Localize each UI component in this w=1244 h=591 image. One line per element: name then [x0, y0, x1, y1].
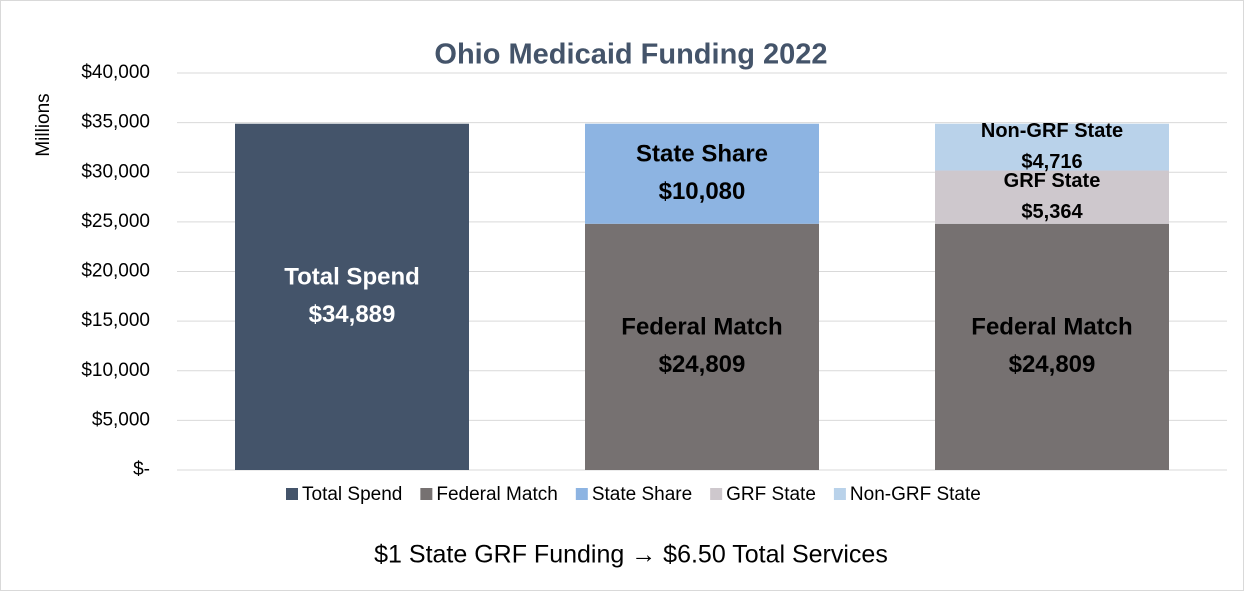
chart-title: Ohio Medicaid Funding 2022 — [434, 39, 827, 71]
data-label-name: Federal Match — [971, 314, 1132, 341]
y-tick-label: $30,000 — [81, 161, 150, 182]
data-label: $4,716 — [1021, 151, 1082, 173]
legend-label: GRF State — [726, 484, 816, 505]
data-label: $24,809 — [659, 351, 746, 378]
data-label: $24,809 — [1009, 351, 1096, 378]
data-label: $34,889 — [309, 301, 396, 328]
data-label: $5,364 — [1021, 201, 1083, 223]
bar-segment — [235, 123, 469, 470]
y-tick-label: $10,000 — [81, 360, 150, 381]
bar-segment — [585, 123, 819, 224]
legend-swatch — [710, 488, 723, 500]
legend-swatch — [286, 488, 298, 500]
bar-segment — [935, 223, 1169, 470]
y-tick-label: $35,000 — [81, 112, 150, 133]
y-tick-label: $5,000 — [92, 409, 150, 430]
annotation: $1 State GRF Funding → $6.50 Total Servi… — [374, 541, 888, 569]
legend-label: State Share — [592, 484, 692, 505]
data-label: $10,080 — [659, 178, 746, 205]
data-label-name: State Share — [636, 140, 768, 167]
data-label-name: Total Spend — [284, 263, 420, 290]
y-axis-label: Millions — [33, 93, 54, 156]
y-tick-label: $- — [133, 459, 150, 480]
data-label-name: Non-GRF State — [981, 120, 1123, 142]
y-tick-label: $20,000 — [81, 261, 150, 282]
legend-label: Total Spend — [302, 484, 402, 505]
y-tick-label: $25,000 — [81, 211, 150, 232]
data-label-name: GRF State — [1004, 170, 1101, 192]
bar-segment — [585, 223, 819, 470]
bar-segment — [935, 123, 1169, 171]
legend-swatch — [420, 488, 433, 500]
legend-swatch — [833, 488, 846, 500]
data-label-name: Federal Match — [621, 314, 782, 341]
y-tick-label: $40,000 — [81, 62, 150, 83]
legend-swatch — [575, 488, 588, 500]
legend-label: Federal Match — [436, 484, 557, 505]
y-tick-label: $15,000 — [81, 310, 150, 331]
bar-segment — [935, 170, 1169, 224]
legend-label: Non-GRF State — [850, 484, 981, 505]
